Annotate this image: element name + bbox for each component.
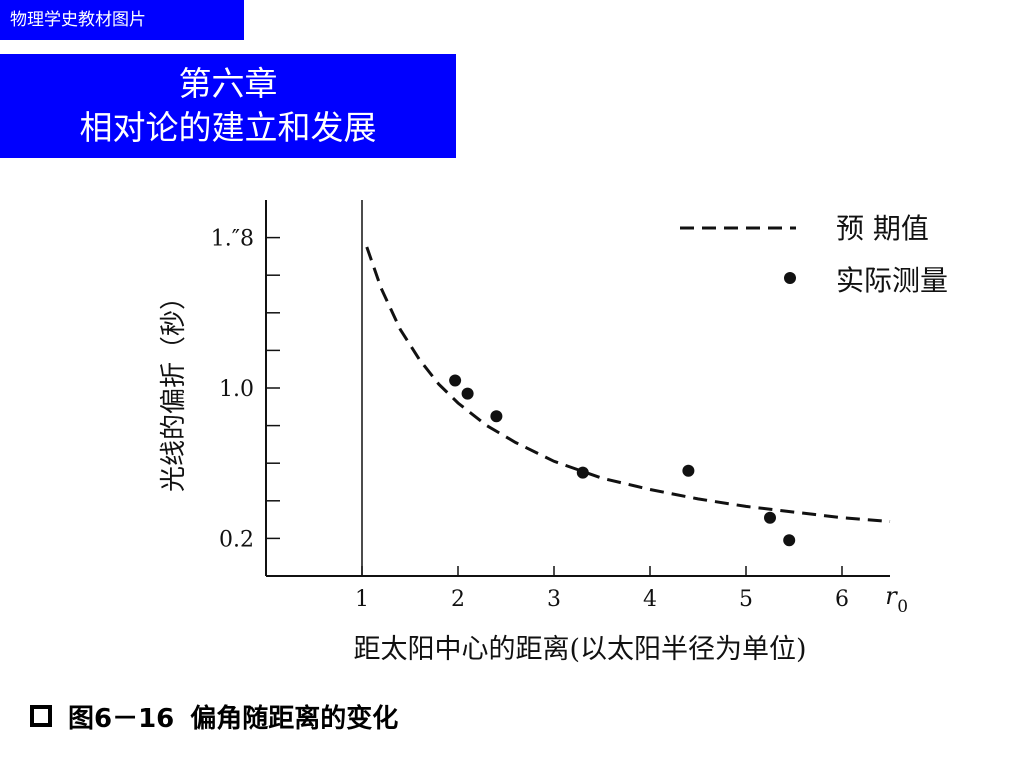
slide-title-box: 第六章 相对论的建立和发展 <box>0 54 456 158</box>
legend-measured-swatch <box>784 272 796 284</box>
expected-curve <box>365 246 891 523</box>
measured-point <box>764 511 776 524</box>
legend-measured-label: 实际测量 <box>836 264 948 297</box>
measured-point <box>449 374 462 387</box>
figure-number: 图6－16 <box>68 703 175 734</box>
x-tick-label: 5 <box>739 587 753 612</box>
measured-point <box>682 464 695 477</box>
measured-point <box>490 410 503 423</box>
x-tick-label: 1 <box>355 587 369 612</box>
section-title: 相对论的建立和发展 <box>79 108 377 147</box>
measured-point <box>576 466 589 479</box>
x-tick-label: 4 <box>643 587 657 612</box>
x-tick-label: 6 <box>835 587 849 612</box>
x-tick-label: 2 <box>451 587 465 612</box>
x-axis-title: 距太阳中心的距离(以太阳半径为单位) <box>353 634 806 665</box>
chapter-title: 第六章 <box>178 64 278 103</box>
measured-point <box>461 387 474 400</box>
x-tick-label: 3 <box>547 587 561 612</box>
legend-expected-label: 预 期值 <box>836 212 929 245</box>
figure-caption: 图6－16 偏角随距离的变化 <box>30 698 398 734</box>
square-bullet-icon <box>30 705 52 727</box>
top-label: 物理学史教材图片 <box>0 0 244 40</box>
x-unit-label: r <box>885 582 898 610</box>
y-axis-title: 光线的偏折（秒） <box>159 284 189 492</box>
measured-point <box>783 534 796 547</box>
y-tick-label: 1.″8 <box>211 227 254 252</box>
figure-caption-text: 偏角随距离的变化 <box>190 703 399 734</box>
x-unit-subscript: 0 <box>897 597 908 617</box>
y-tick-label: 1.0 <box>219 377 254 402</box>
y-tick-label: 0.2 <box>219 527 254 552</box>
